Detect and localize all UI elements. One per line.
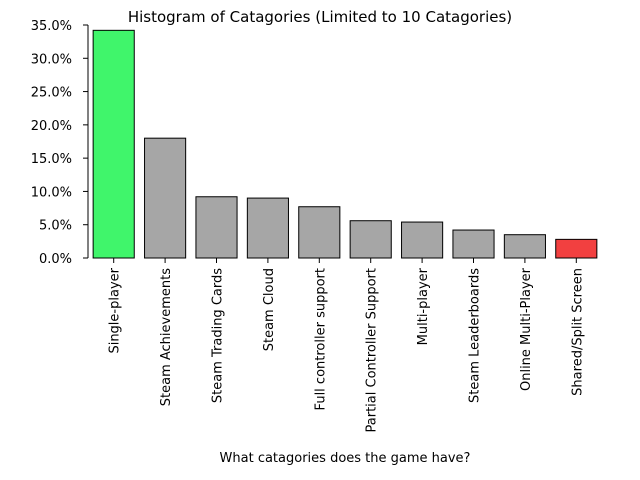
bars-group	[92, 29, 598, 259]
x-tick-label: Steam Trading Cards	[211, 268, 226, 403]
bar-0	[92, 29, 135, 259]
x-tick-label: Shared/Split Screen	[570, 268, 585, 396]
chart-title: Histogram of Catagories (Limited to 10 C…	[128, 8, 512, 26]
y-tick-label: 5.0%	[39, 219, 72, 234]
bar-5	[349, 220, 392, 259]
bar-9	[555, 238, 598, 259]
y-tick-label: 25.0%	[31, 86, 72, 101]
x-tick-label: Full controller support	[313, 268, 328, 410]
x-axis: Single-player Steam Achievements Steam Tra…	[108, 258, 585, 432]
y-tick-label: 30.0%	[31, 52, 72, 67]
bar-2	[195, 196, 238, 259]
y-axis: 0.0% 5.0% 10.0% 15.0% 20.0% 25.0% 30.0% 35.0%	[31, 19, 89, 267]
y-tick-label: 15.0%	[31, 152, 72, 167]
x-tick-label: Partial Controller Support	[365, 268, 380, 432]
x-tick-label: Steam Cloud	[262, 268, 277, 351]
x-tick-label: Single-player	[108, 267, 123, 353]
bar-7	[452, 229, 495, 259]
y-tick-label: 0.0%	[39, 252, 72, 267]
x-tick-label: Online Multi-Player	[519, 267, 534, 391]
x-tick-label: Steam Leaderboards	[468, 268, 483, 403]
bar-6	[401, 221, 444, 259]
x-axis-label: What catagories does the game have?	[220, 451, 471, 466]
y-tick-label: 10.0%	[31, 185, 72, 200]
bar-8	[503, 234, 546, 259]
bar-1	[144, 137, 187, 259]
x-tick-label: Multi-player	[416, 267, 431, 345]
y-tick-label: 35.0%	[31, 19, 72, 34]
x-tick-label: Steam Achievements	[159, 268, 174, 406]
y-tick-label: 20.0%	[31, 119, 72, 134]
bar-3	[246, 197, 289, 259]
bar-4	[298, 206, 341, 259]
